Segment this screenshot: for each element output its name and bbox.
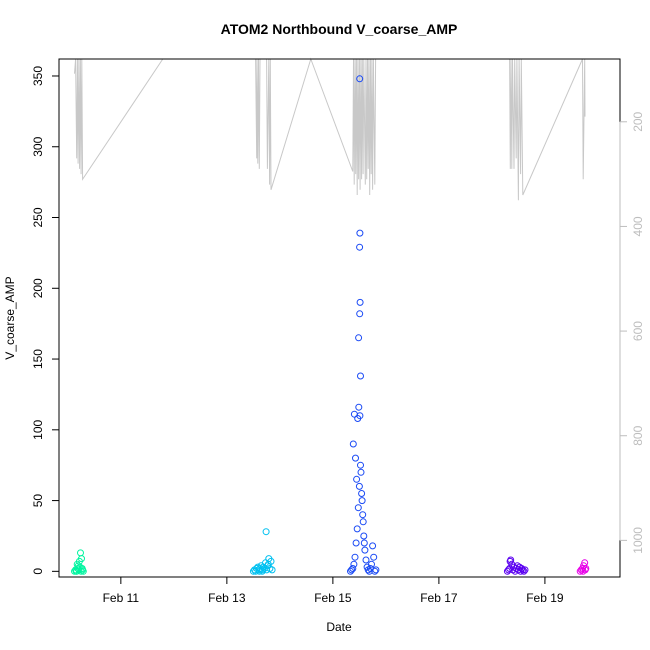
right-axis: 200 400 600 800 1000 xyxy=(619,111,645,554)
right-tick-label: 600 xyxy=(631,321,645,341)
data-point xyxy=(349,565,357,572)
data-point xyxy=(356,243,364,251)
data-point xyxy=(361,546,369,554)
data-point xyxy=(264,560,272,568)
y-tick-label: 350 xyxy=(31,66,45,86)
data-point xyxy=(74,562,82,570)
right-tick-label: 1000 xyxy=(631,527,645,554)
x-axis: Feb 11 Feb 13 Feb 15 Feb 17 Feb 19 xyxy=(103,577,564,605)
points-layer xyxy=(71,75,590,575)
data-point xyxy=(359,518,367,526)
data-point xyxy=(368,560,375,568)
data-point xyxy=(357,468,365,476)
data-point xyxy=(360,539,368,547)
data-point xyxy=(268,566,276,574)
data-point xyxy=(77,549,84,557)
data-point xyxy=(356,298,364,306)
data-point xyxy=(354,504,362,512)
data-point xyxy=(369,542,377,550)
data-point xyxy=(520,567,528,575)
data-point xyxy=(356,310,364,318)
data-point xyxy=(356,75,364,83)
data-point xyxy=(259,566,267,574)
data-point xyxy=(356,229,364,237)
data-point xyxy=(358,497,366,505)
data-point xyxy=(360,532,368,540)
y-tick-label: 300 xyxy=(31,136,45,156)
data-point xyxy=(353,475,361,483)
data-point xyxy=(577,566,585,574)
y-tick-label: 100 xyxy=(31,419,45,439)
data-point xyxy=(505,566,512,574)
data-point xyxy=(357,372,364,380)
data-point xyxy=(358,490,366,497)
data-point xyxy=(581,566,589,574)
data-point xyxy=(79,567,87,575)
y-axis-label: V_coarse_AMP xyxy=(3,276,17,359)
data-point xyxy=(521,566,529,574)
y-tick-label: 250 xyxy=(31,207,45,227)
data-point xyxy=(519,566,527,574)
data-point xyxy=(359,511,367,519)
data-point xyxy=(355,403,363,411)
right-tick-label: 800 xyxy=(631,425,645,445)
y-tick-label: 50 xyxy=(31,494,45,508)
data-point xyxy=(262,528,270,536)
data-point xyxy=(356,412,364,420)
data-point xyxy=(352,454,359,462)
data-point xyxy=(506,565,514,572)
data-point xyxy=(350,560,358,568)
data-point xyxy=(371,567,379,575)
x-tick-label: Feb 17 xyxy=(420,591,458,605)
background-line xyxy=(74,57,586,201)
data-point xyxy=(349,440,357,448)
data-point xyxy=(357,461,364,469)
data-point xyxy=(255,567,263,575)
x-tick-label: Feb 15 xyxy=(314,591,352,605)
y-tick-label: 200 xyxy=(31,278,45,298)
y-tick-label: 0 xyxy=(31,568,45,575)
data-point xyxy=(352,539,360,547)
y-axis: 0 50 100 150 200 250 300 350 xyxy=(31,66,59,575)
data-point xyxy=(78,555,85,563)
data-point xyxy=(355,334,363,342)
y-tick-label: 150 xyxy=(31,349,45,369)
right-tick-label: 400 xyxy=(631,216,645,236)
data-point xyxy=(355,482,363,490)
background-line-layer xyxy=(74,57,586,201)
data-point xyxy=(353,525,361,533)
data-point xyxy=(370,553,378,561)
x-tick-label: Feb 19 xyxy=(526,591,564,605)
data-point xyxy=(506,557,514,565)
right-tick-label: 200 xyxy=(631,111,645,131)
data-point xyxy=(362,556,370,564)
chart-title: ATOM2 Northbound V_coarse_AMP xyxy=(221,21,458,37)
data-point xyxy=(351,553,359,561)
data-point xyxy=(372,566,380,574)
x-axis-label: Date xyxy=(326,620,352,634)
x-tick-label: Feb 13 xyxy=(208,591,246,605)
x-tick-label: Feb 11 xyxy=(103,591,140,605)
